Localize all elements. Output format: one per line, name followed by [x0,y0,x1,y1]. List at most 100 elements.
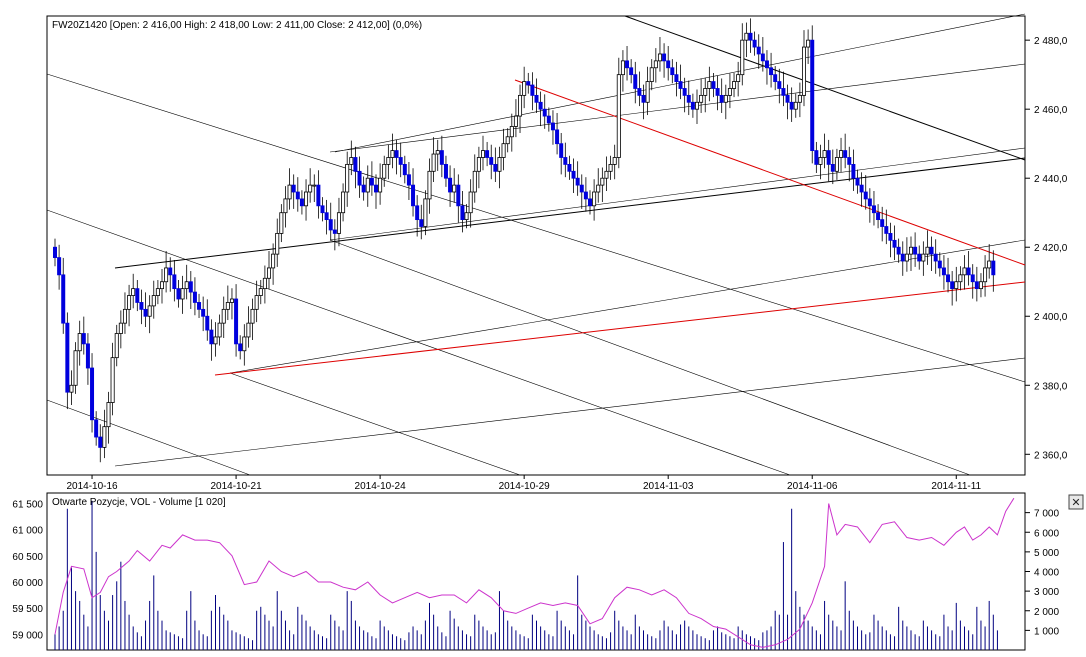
candle-body [966,267,971,276]
candle-body [534,94,539,103]
date-axis: 2014-10-16 2014-10-21 2014-10-24 2014-10-29… [66,475,982,492]
candle-body [250,308,255,324]
candle-body [155,288,160,296]
candle-body [369,177,374,186]
date-tick-label: 2014-11-03 [643,481,694,492]
candle-body [188,281,193,293]
candle-body [308,184,313,193]
candle-body [752,39,757,48]
close-panel-button[interactable]: ✕ [1068,494,1084,510]
candle-body [686,94,691,103]
candle-body [476,157,481,172]
open-interest-tick-label: 60 500 [12,552,43,563]
candle-body [629,67,634,76]
open-interest-tick-label: 61 000 [12,526,43,537]
volume-y-axis: 1 000 2 000 3 000 4 000 5 000 6 000 7 000 [1025,509,1059,637]
trend-lines [46,13,1026,476]
price-tick-label: 2 380,0 [1034,381,1068,392]
volume-header: Otwarte Pozycje, VOL - Volume [1 020] [52,497,226,508]
candle-body [863,191,868,200]
candle-body [740,39,745,76]
candle-body [135,288,140,303]
candle-body [991,260,996,276]
candle-body [625,60,630,69]
candle-body [764,60,769,69]
candle-body [616,74,621,158]
candle-body [53,246,58,258]
candle-body [118,322,123,334]
candle-body [423,198,428,227]
candle-body [575,177,580,186]
candle-body [229,298,234,303]
candle-body [662,53,667,62]
candle-body [65,322,70,393]
candle-body [258,288,263,296]
candle-body [522,81,527,96]
volume-tick-label: 3 000 [1034,587,1059,598]
candle-body [785,94,790,103]
candle-body [690,101,695,110]
candle-body [892,239,897,248]
candle-body [769,67,774,76]
candle-body [983,267,988,283]
candle-body [431,153,436,172]
candle-body [871,205,876,214]
candle-body [826,150,831,165]
candle-body [456,184,461,207]
candle-body [941,267,946,276]
candle-body [332,229,337,234]
candle-body [472,170,477,193]
candle-body [435,150,440,155]
candle-body [139,302,144,310]
candle-body [925,246,930,255]
date-tick-label: 2014-10-29 [499,481,551,492]
candle-body [98,436,103,448]
candle-body [110,357,115,403]
candle-body [559,143,564,158]
candle-body [266,267,271,279]
candle-body [509,126,514,138]
candle-body [682,88,687,96]
candle-body [452,184,457,193]
candle-body [884,226,889,234]
open-interest-y-axis: 59 000 59 500 60 000 60 500 61 000 61 500 [12,499,43,641]
candle-body [312,184,317,187]
candle-body [950,281,955,290]
candle-body [349,157,354,165]
candle-body [316,184,321,207]
volume-tick-label: 5 000 [1034,548,1059,559]
candle-body [497,157,502,172]
candle-body [221,308,226,324]
candle-body [279,212,284,234]
candle-body [608,163,613,172]
candle-body [415,205,420,221]
candle-body [542,108,547,117]
candle-body [73,350,78,386]
candle-body [324,212,329,221]
candle-body [378,177,383,193]
candle-body [114,333,119,359]
candle-body [225,302,230,310]
candle-body [859,184,864,193]
candle-body [361,184,366,193]
candle-body [707,81,712,89]
candle-body [888,233,893,241]
candlestick-series [53,18,996,463]
open-interest-tick-label: 60 000 [12,578,43,589]
candle-body [699,94,704,103]
candle-body [678,81,683,89]
candle-body [192,291,197,303]
candle-body [304,191,309,207]
candle-body [978,281,983,290]
candle-body [271,253,276,269]
candle-body [555,129,560,145]
candle-body [797,94,802,103]
candle-body [341,191,346,214]
candle-body [583,191,588,200]
close-icon: ✕ [1071,497,1080,509]
candle-body [645,81,650,103]
candle-body [929,246,934,255]
open-interest-tick-label: 59 500 [12,604,43,615]
candle-body [789,101,794,110]
candle-body [946,274,951,283]
